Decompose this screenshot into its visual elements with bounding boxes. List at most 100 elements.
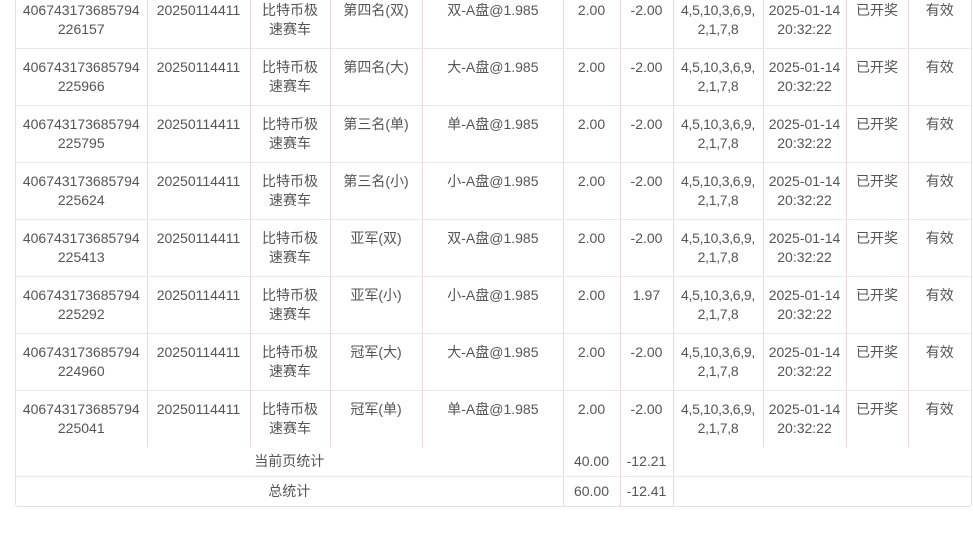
table-row: 406743173685794224960 20250114411 比特币极速赛车冠…: [16, 333, 971, 391]
bet-content-cell: 双-A盘@1.985: [422, 0, 564, 49]
bet-content-cell: 单-A盘@1.985: [422, 105, 564, 163]
play-type-cell: 第四名(双): [330, 0, 423, 49]
table-row: 406743173685794225413 20250114411 比特币极速赛车亚…: [16, 219, 971, 277]
order-id-cell: 406743173685794226157: [16, 0, 148, 49]
issue-cell: 20250114411: [147, 276, 251, 334]
bet-time-cell: 2025-01-14 20:32:22: [763, 48, 847, 106]
issue-cell: 20250114411: [147, 162, 251, 220]
validity-cell: 有效: [908, 219, 971, 277]
issue-cell: 20250114411: [147, 390, 251, 447]
issue-cell: 20250114411: [147, 219, 251, 277]
win-loss-cell: -2.00: [620, 162, 674, 220]
order-id-cell: 406743173685794225624: [16, 162, 148, 220]
table-row: 406743173685794225624 20250114411 比特币极速赛车第…: [16, 162, 971, 220]
bet-time-cell: 2025-01-14 20:32:22: [763, 162, 847, 220]
game-cell: 比特币极速赛车: [250, 333, 331, 391]
bet-time-cell: 2025-01-14 20:32:22: [763, 0, 847, 49]
bet-amount-cell: 2.00: [563, 219, 621, 277]
bet-content-cell: 双-A盘@1.985: [422, 219, 564, 277]
table-row: 406743173685794226157 20250114411 比特币极速赛车第…: [16, 0, 971, 49]
draw-status-cell: 已开奖: [846, 219, 909, 277]
draw-result-cell: 4,5,10,3,6,9,2,1,7,8: [673, 333, 764, 391]
bet-amount-cell: 2.00: [563, 333, 621, 391]
play-type-cell: 冠军(单): [330, 390, 423, 447]
validity-cell: 有效: [908, 333, 971, 391]
game-cell: 比特币极速赛车: [250, 390, 331, 447]
play-type-cell: 亚军(小): [330, 276, 423, 334]
draw-result-cell: 4,5,10,3,6,9,2,1,7,8: [673, 48, 764, 106]
bet-content-cell: 小-A盘@1.985: [422, 162, 564, 220]
bet-amount-cell: 2.00: [563, 276, 621, 334]
play-type-cell: 冠军(大): [330, 333, 423, 391]
play-type-cell: 第四名(大): [330, 48, 423, 106]
page-summary-amount: 40.00: [563, 447, 621, 477]
bet-amount-cell: 2.00: [563, 390, 621, 447]
validity-cell: 有效: [925, 401, 954, 417]
validity-cell: 有效: [908, 105, 971, 163]
game-cell: 比特币极速赛车: [250, 48, 331, 106]
bet-amount-cell: 2.00: [563, 48, 621, 106]
order-id-cell: 406743173685794224960: [16, 333, 148, 391]
play-type-cell: 第三名(小): [330, 162, 423, 220]
validity-cell: 有效: [908, 276, 971, 334]
table-row: 406743173685794225966 20250114411 比特币极速赛车第…: [16, 48, 971, 106]
table-row: 406743173685794225795 20250114411 比特币极速赛车第…: [16, 105, 971, 163]
total-summary-row: 总统计 60.00 -12.41: [16, 476, 971, 507]
win-loss-cell: -2.00: [620, 105, 674, 163]
bet-time-cell: 2025-01-14 20:32:22: [763, 390, 847, 447]
draw-status-cell: 已开奖: [846, 162, 909, 220]
win-loss-cell: -2.00: [620, 48, 674, 106]
draw-status-cell: 已开奖: [846, 333, 909, 391]
issue-cell: 20250114411: [147, 48, 251, 106]
bet-content-cell: 小-A盘@1.985: [422, 276, 564, 334]
draw-result-cell: 4,5,10,3,6,9,2,1,7,8: [673, 276, 764, 334]
page-summary-label: 当前页统计: [16, 447, 564, 477]
table-row: 406743173685794225292 20250114411 比特币极速赛车亚…: [16, 276, 971, 334]
bet-time-cell: 2025-01-14 20:32:22: [763, 105, 847, 163]
game-cell: 比特币极速赛车: [250, 219, 331, 277]
issue-cell: 20250114411: [147, 333, 251, 391]
bet-content-cell: 大-A盘@1.985: [422, 48, 564, 106]
win-loss-cell: -2.00: [620, 219, 674, 277]
draw-result-cell: 4,5,10,3,6,9,2,1,7,8: [673, 219, 764, 277]
bet-time-cell: 2025-01-14 20:32:22: [763, 276, 847, 334]
draw-status-cell: 已开奖: [846, 0, 909, 49]
total-summary-win: -12.41: [620, 476, 674, 506]
page-summary-row: 当前页统计 40.00 -12.21: [16, 447, 971, 477]
draw-status-cell: 已开奖: [846, 48, 909, 106]
draw-result-cell: 4,5,10,3,6,9,2,1,7,8: [673, 105, 764, 163]
bet-amount-cell: 2.00: [563, 162, 621, 220]
play-type-cell: 亚军(双): [330, 219, 423, 277]
page-summary-win: -12.21: [620, 447, 674, 477]
bet-records-table: 406743173685794226157 20250114411 比特币极速赛车第…: [15, 0, 972, 507]
win-loss-cell: 1.97: [620, 276, 674, 334]
draw-status-cell: 已开奖: [846, 105, 909, 163]
order-id-cell: 406743173685794225966: [16, 48, 148, 106]
play-type-cell: 第三名(单): [330, 105, 423, 163]
game-cell: 比特币极速赛车: [250, 276, 331, 334]
total-summary-label: 总统计: [16, 476, 564, 506]
win-loss-cell: -2.00: [620, 390, 674, 447]
win-loss-cell: -2.00: [620, 333, 674, 391]
win-loss-cell: -2.00: [620, 0, 674, 49]
bet-time-cell: 2025-01-14 20:32:22: [763, 333, 847, 391]
blank-cell: [673, 477, 971, 507]
draw-result-cell: 4,5,10,3,6,9,2,1,7,8: [673, 390, 764, 447]
game-cell: 比特币极速赛车: [250, 105, 331, 163]
order-id-cell: 406743173685794225292: [16, 276, 148, 334]
bet-content-cell: 大-A盘@1.985: [422, 333, 564, 391]
order-id-cell: 406743173685794225795: [16, 105, 148, 163]
table-body: 406743173685794226157 20250114411 比特币极速赛车第…: [16, 0, 971, 447]
game-cell: 比特币极速赛车: [250, 0, 331, 49]
order-id-cell: 406743173685794225041: [16, 390, 148, 447]
blank-cell: [673, 447, 971, 477]
bet-amount-cell: 2.00: [563, 0, 621, 49]
issue-cell: 20250114411: [147, 105, 251, 163]
draw-result-cell: 4,5,10,3,6,9,2,1,7,8: [673, 162, 764, 220]
game-cell: 比特币极速赛车: [250, 162, 331, 220]
total-summary-amount: 60.00: [563, 476, 621, 506]
bet-time-cell: 2025-01-14 20:32:22: [763, 219, 847, 277]
validity-cell: 有效: [908, 48, 971, 106]
order-id-cell: 406743173685794225413: [16, 219, 148, 277]
table-row: 406743173685794225041 20250114411 比特币极速赛车冠…: [16, 390, 971, 447]
